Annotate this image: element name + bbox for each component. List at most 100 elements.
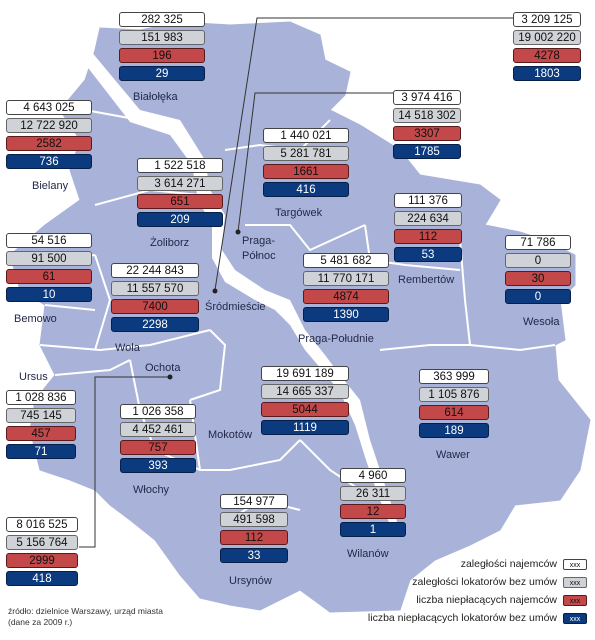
value-tenant-arrears: 3 974 416 bbox=[393, 90, 461, 105]
value-tenant-arrears: 19 691 189 bbox=[261, 366, 349, 381]
label-bielany: Bielany bbox=[32, 180, 69, 192]
value-nonpaying-occupants: 1803 bbox=[513, 66, 581, 81]
value-tenant-arrears: 111 376 bbox=[394, 193, 462, 208]
srodmiescie-marker bbox=[212, 288, 218, 294]
value-occupant-arrears: 91 500 bbox=[6, 251, 92, 266]
value-nonpaying-tenants: 3307 bbox=[393, 126, 461, 141]
value-nonpaying-occupants: 736 bbox=[6, 154, 92, 169]
source-line-1: źródło: dzielnice Warszawy, urząd miasta bbox=[8, 606, 163, 616]
stack-bemowo: 54 516 91 500 61 10 bbox=[6, 233, 92, 305]
value-nonpaying-tenants: 5044 bbox=[261, 402, 349, 417]
legend-key-gray: xxx bbox=[563, 576, 587, 588]
label-rembertow: Rembertów bbox=[398, 274, 455, 286]
value-occupant-arrears: 14 665 337 bbox=[261, 384, 349, 399]
value-nonpaying-occupants: 393 bbox=[120, 458, 196, 473]
value-nonpaying-occupants: 1119 bbox=[261, 420, 349, 435]
stack-wlochy: 1 026 358 4 452 461 757 393 bbox=[120, 404, 196, 476]
value-occupant-arrears: 14 518 302 bbox=[393, 108, 461, 123]
legend-key-white: xxx bbox=[563, 558, 587, 570]
stack-ursynow: 154 977 491 598 112 33 bbox=[220, 494, 288, 566]
label-srodmiescie: Śródmieście bbox=[205, 301, 266, 313]
value-nonpaying-occupants: 1 bbox=[340, 522, 406, 537]
value-tenant-arrears: 1 440 021 bbox=[263, 128, 349, 143]
label-mokotow: Mokotów bbox=[208, 429, 253, 441]
value-nonpaying-occupants: 189 bbox=[419, 423, 489, 438]
value-nonpaying-tenants: 2582 bbox=[6, 136, 92, 151]
source-line-2: (dane za 2009 r.) bbox=[8, 617, 73, 627]
label-bialoleka: Białołęka bbox=[133, 91, 178, 103]
value-nonpaying-tenants: 651 bbox=[137, 194, 223, 209]
stack-mokotow: 19 691 189 14 665 337 5044 1119 bbox=[261, 366, 349, 438]
value-occupant-arrears: 745 145 bbox=[6, 408, 76, 423]
value-nonpaying-occupants: 416 bbox=[263, 182, 349, 197]
legend-text: liczba niepłacących najemców bbox=[416, 594, 557, 606]
praga-polnoc-marker bbox=[235, 229, 241, 235]
label-ursus: Ursus bbox=[19, 371, 48, 383]
stack-ursus: 1 028 836 745 145 457 71 bbox=[6, 390, 76, 462]
value-nonpaying-tenants: 4874 bbox=[303, 289, 389, 304]
stack-praga-polnoc: 3 974 416 14 518 302 3307 1785 bbox=[393, 90, 461, 162]
value-nonpaying-occupants: 1390 bbox=[303, 307, 389, 322]
legend-row-nonpaying-occupants: liczba niepłacących lokatorów bez umów x… bbox=[368, 611, 587, 625]
value-occupant-arrears: 1 105 876 bbox=[419, 387, 489, 402]
value-nonpaying-occupants: 1785 bbox=[393, 144, 461, 159]
legend-row-nonpaying-tenants: liczba niepłacących najemców xxx bbox=[416, 593, 587, 607]
label-wilanow: Wilanów bbox=[347, 548, 389, 560]
value-occupant-arrears: 0 bbox=[505, 253, 571, 268]
value-nonpaying-tenants: 2999 bbox=[6, 553, 78, 568]
value-tenant-arrears: 154 977 bbox=[220, 494, 288, 509]
value-nonpaying-tenants: 61 bbox=[6, 269, 92, 284]
legend-key-red: xxx bbox=[563, 594, 587, 606]
stack-zoliborz: 1 522 518 3 614 271 651 209 bbox=[137, 158, 223, 230]
value-occupant-arrears: 26 311 bbox=[340, 486, 406, 501]
value-nonpaying-tenants: 7400 bbox=[111, 299, 199, 314]
legend-key-blue: xxx bbox=[563, 612, 587, 624]
value-nonpaying-tenants: 196 bbox=[119, 48, 205, 63]
value-nonpaying-tenants: 30 bbox=[505, 271, 571, 286]
value-nonpaying-occupants: 33 bbox=[220, 548, 288, 563]
label-wola: Wola bbox=[115, 342, 140, 354]
value-tenant-arrears: 8 016 525 bbox=[6, 517, 78, 532]
value-occupant-arrears: 4 452 461 bbox=[120, 422, 196, 437]
value-nonpaying-tenants: 112 bbox=[220, 530, 288, 545]
label-targowek: Targówek bbox=[275, 207, 323, 219]
stack-bielany: 4 643 025 12 722 920 2582 736 bbox=[6, 100, 92, 172]
label-ursynow: Ursynów bbox=[229, 575, 272, 587]
city-area bbox=[9, 21, 591, 613]
value-nonpaying-tenants: 12 bbox=[340, 504, 406, 519]
stack-praga-poludnie: 5 481 682 11 770 171 4874 1390 bbox=[303, 253, 389, 325]
legend-text: zaległości lokatorów bez umów bbox=[412, 576, 557, 588]
leader-lines bbox=[79, 17, 513, 548]
legend-text: liczba niepłacących lokatorów bez umów bbox=[367, 612, 557, 624]
value-tenant-arrears: 1 028 836 bbox=[6, 390, 76, 405]
value-tenant-arrears: 54 516 bbox=[6, 233, 92, 248]
value-occupant-arrears: 19 002 220 bbox=[513, 30, 581, 45]
value-tenant-arrears: 4 960 bbox=[340, 468, 406, 483]
value-nonpaying-occupants: 10 bbox=[6, 287, 92, 302]
value-nonpaying-tenants: 614 bbox=[419, 405, 489, 420]
value-tenant-arrears: 71 786 bbox=[505, 235, 571, 250]
value-nonpaying-occupants: 29 bbox=[119, 66, 205, 81]
label-zoliborz: Żoliborz bbox=[150, 237, 190, 249]
value-tenant-arrears: 282 325 bbox=[119, 12, 205, 27]
value-nonpaying-tenants: 757 bbox=[120, 440, 196, 455]
value-occupant-arrears: 224 634 bbox=[394, 211, 462, 226]
stack-rembertow: 111 376 224 634 112 53 bbox=[394, 193, 462, 265]
value-occupant-arrears: 11 770 171 bbox=[303, 271, 389, 286]
value-tenant-arrears: 5 481 682 bbox=[303, 253, 389, 268]
stack-srodmiescie: 3 209 125 19 002 220 4278 1803 bbox=[513, 12, 581, 84]
label-wesola: Wesoła bbox=[523, 316, 560, 328]
value-occupant-arrears: 491 598 bbox=[220, 512, 288, 527]
value-tenant-arrears: 4 643 025 bbox=[6, 100, 92, 115]
legend-text: zaległości najemców bbox=[460, 558, 557, 570]
value-tenant-arrears: 1 522 518 bbox=[137, 158, 223, 173]
value-tenant-arrears: 363 999 bbox=[419, 369, 489, 384]
value-nonpaying-occupants: 0 bbox=[505, 289, 571, 304]
source-note: źródło: dzielnice Warszawy, urząd miasta… bbox=[8, 606, 163, 628]
value-occupant-arrears: 5 156 764 bbox=[6, 535, 78, 550]
value-tenant-arrears: 22 244 843 bbox=[111, 263, 199, 278]
value-occupant-arrears: 5 281 781 bbox=[263, 146, 349, 161]
legend-row-occupant-arrears: zaległości lokatorów bez umów xxx bbox=[412, 575, 587, 589]
stack-ochota: 8 016 525 5 156 764 2999 418 bbox=[6, 517, 78, 589]
value-tenant-arrears: 3 209 125 bbox=[513, 12, 581, 27]
